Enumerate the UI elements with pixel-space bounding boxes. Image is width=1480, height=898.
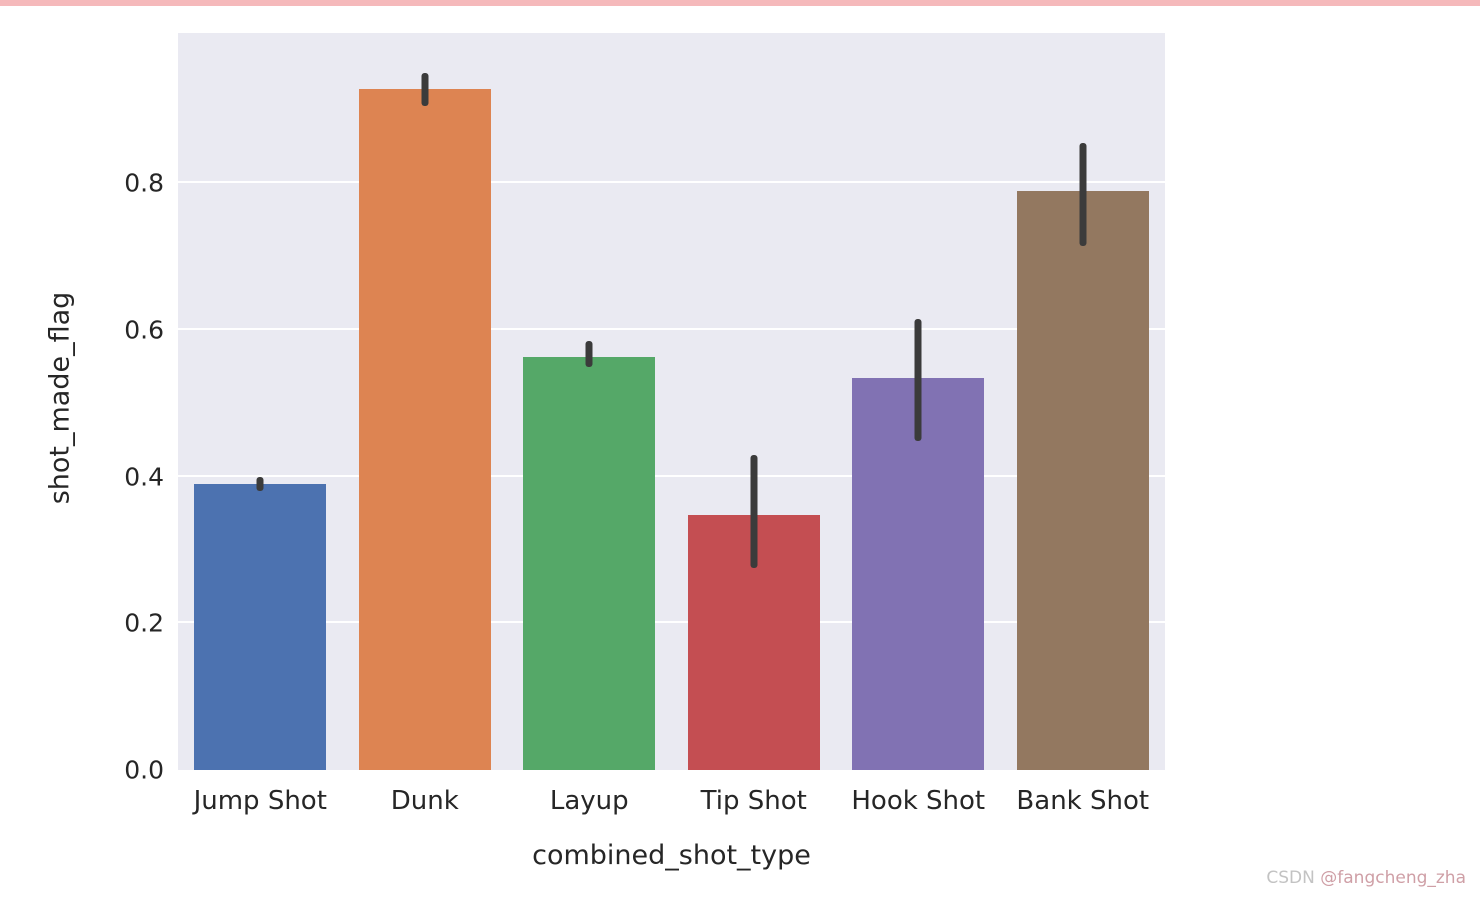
watermark: CSDN @fangcheng_zha: [1266, 868, 1466, 888]
bar-hook-shot: [852, 377, 985, 770]
x-axis-label: combined_shot_type: [532, 840, 811, 871]
y-axis-ticks: 0.0 0.2 0.4 0.6 0.8: [0, 33, 164, 783]
watermark-prefix: CSDN: [1266, 868, 1315, 888]
bar-slot: [343, 33, 508, 770]
y-tick-label: 0.6: [124, 315, 164, 345]
y-tick-label: 0.8: [124, 168, 164, 198]
bar-slot: [1001, 33, 1166, 770]
bar-slot: [507, 33, 672, 770]
error-bar: [421, 73, 429, 107]
bar-dunk: [358, 89, 491, 770]
error-bar: [585, 341, 593, 367]
bars: [178, 33, 1165, 770]
x-tick-label: Jump Shot: [193, 786, 327, 816]
plot-area: [178, 33, 1165, 770]
gridline: [178, 328, 1165, 330]
x-tick-label: Bank Shot: [1016, 786, 1150, 816]
x-axis-ticks: Jump Shot Dunk Layup Tip Shot Hook Shot Bank …: [178, 786, 1165, 816]
x-tick-label: Tip Shot: [700, 786, 807, 816]
x-tick-label: Layup: [549, 786, 629, 816]
chart-figure: shot_made_flag 0.0 0.2 0.4 0.6 0.8 Jump Shot…: [0, 6, 1480, 898]
gridline: [178, 181, 1165, 184]
bar-slot: [178, 33, 343, 770]
error-bar: [750, 454, 758, 569]
y-tick-label: 0.0: [124, 755, 164, 785]
gridline: [178, 621, 1165, 624]
bar-layup: [523, 357, 656, 770]
error-bar: [256, 476, 264, 492]
bar-jump-shot: [194, 484, 327, 770]
x-tick-label: Dunk: [390, 786, 459, 816]
watermark-username: @fangcheng_zha: [1320, 868, 1466, 888]
error-bar: [914, 319, 922, 442]
gridline: [178, 474, 1165, 477]
error-bar: [1079, 143, 1087, 246]
page-top-strip: [0, 0, 1480, 6]
x-tick-label: Hook Shot: [851, 786, 986, 816]
bar-bank-shot: [1016, 190, 1149, 770]
y-tick-label: 0.2: [124, 608, 164, 638]
bar-slot: [836, 33, 1001, 770]
bar-slot: [672, 33, 837, 770]
y-tick-label: 0.4: [124, 462, 164, 492]
